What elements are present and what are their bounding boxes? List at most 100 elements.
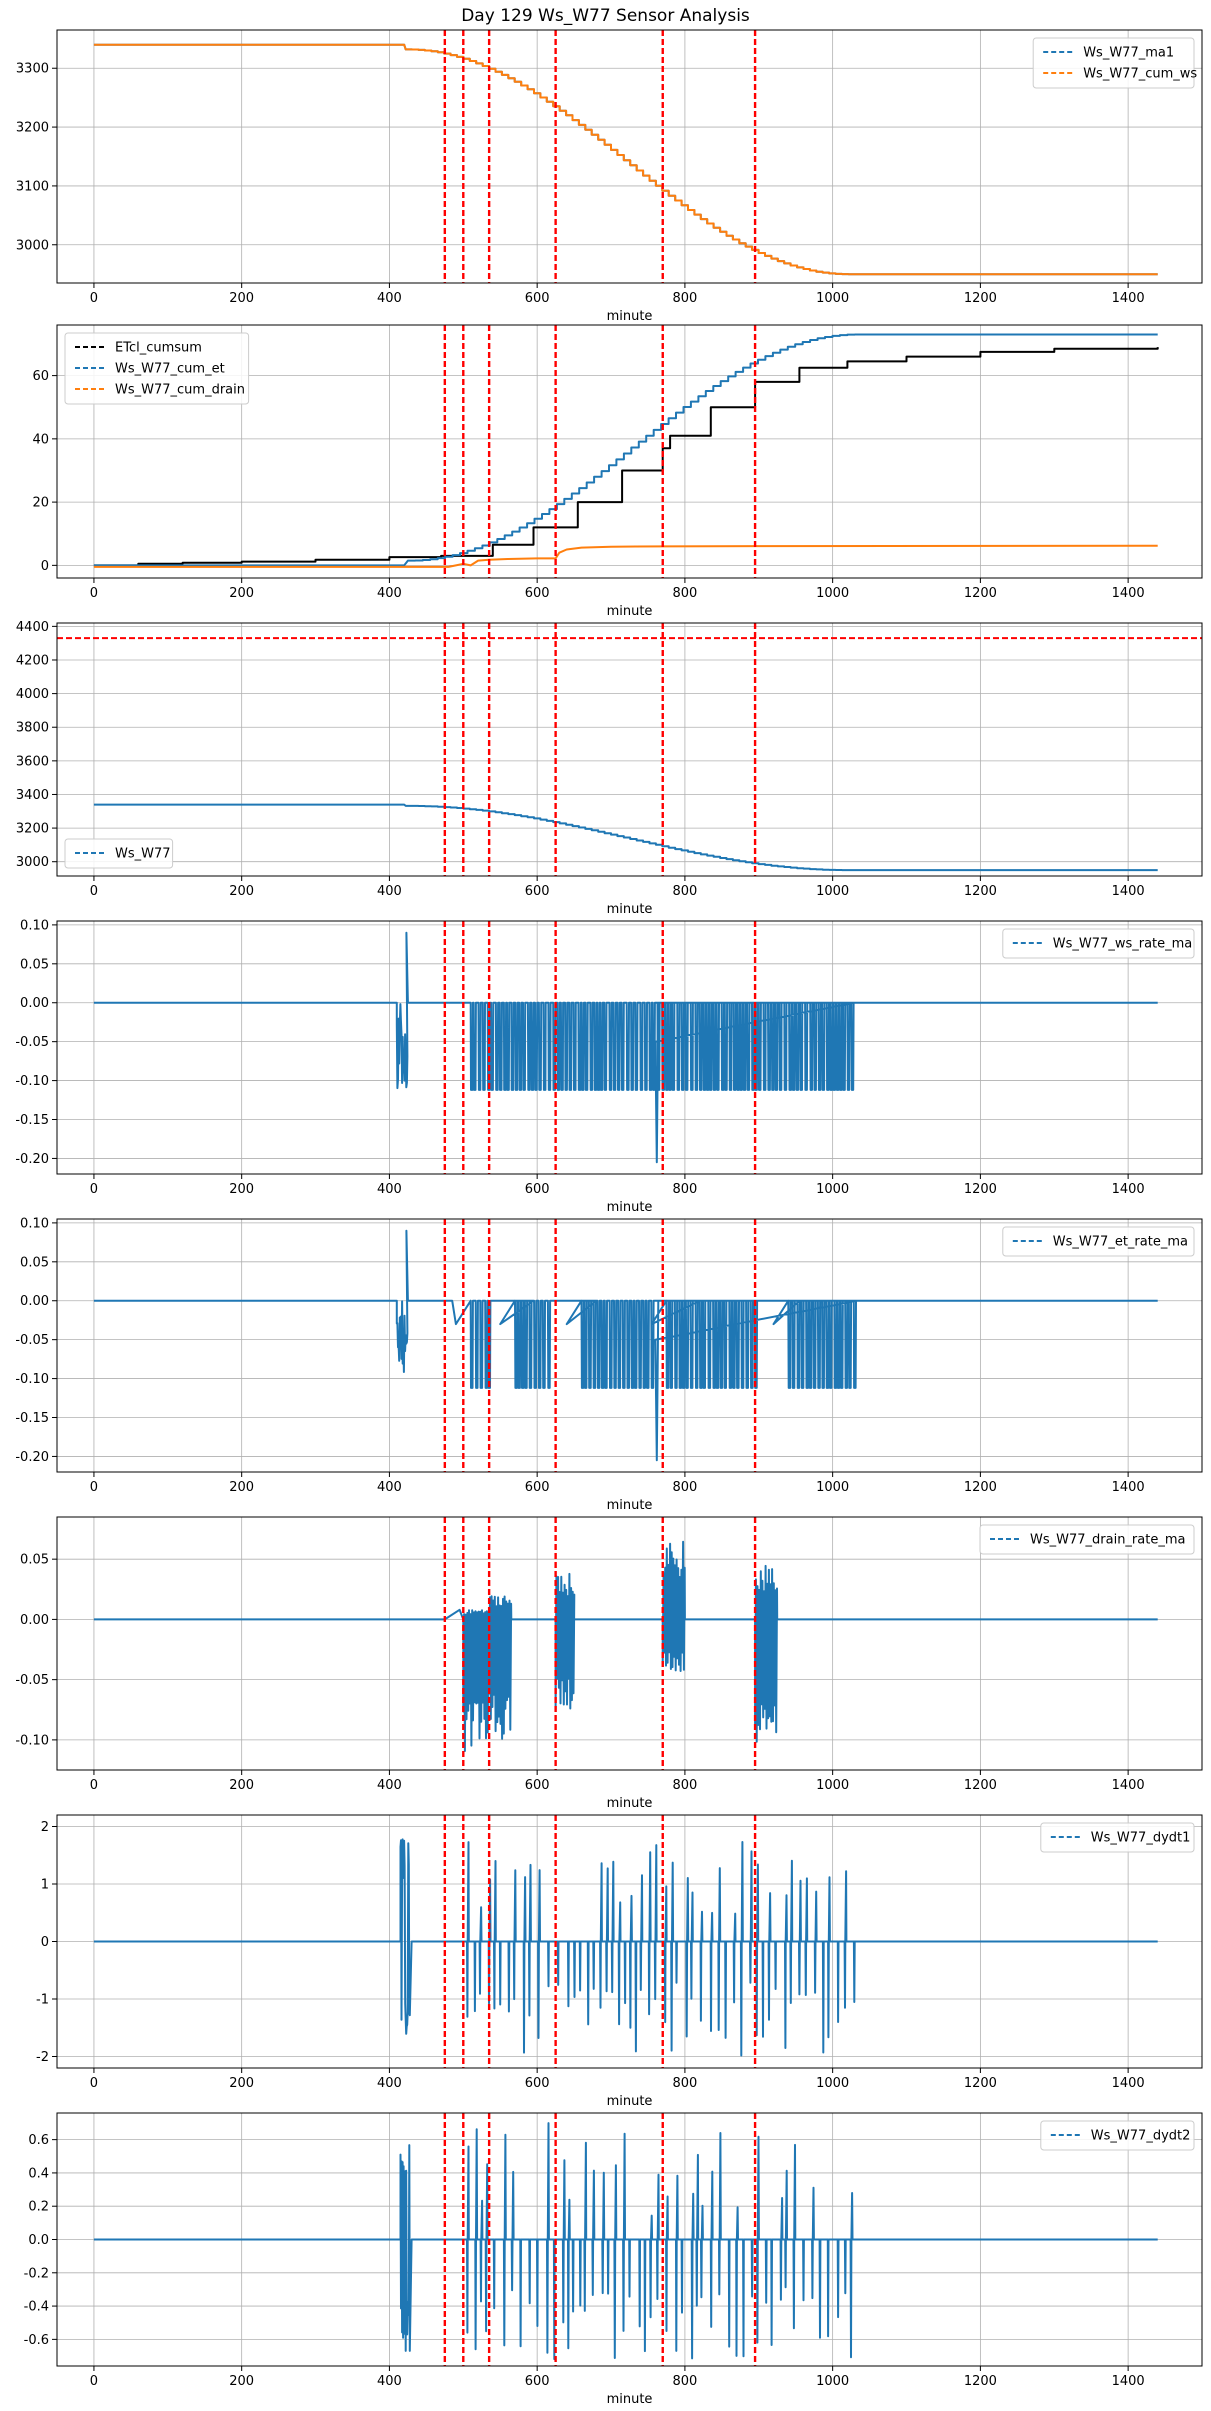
x-tick-label: 0 <box>90 1778 98 1793</box>
chart-panel-1: 0 200 400 600 800 1000 1200 1400 3000 3100 3200 330… <box>16 29 1203 324</box>
y-tick-label: 60 <box>32 369 49 384</box>
y-tick-label: -0.4 <box>24 2300 49 2315</box>
x-tick-label: 800 <box>672 291 697 306</box>
legend-label: Ws_W77_dydt1 <box>1091 1831 1191 1846</box>
series-line-Ws_W77_cum_ws <box>93 43 1158 276</box>
x-tick-label: 1200 <box>964 2076 997 2091</box>
x-tick-label: 1400 <box>1112 291 1145 306</box>
x-tick-label: 600 <box>525 291 550 306</box>
y-tick-label: 0.00 <box>20 1294 49 1309</box>
y-tick-label: 0.00 <box>20 996 49 1011</box>
y-tick-label: -0.05 <box>15 1673 49 1688</box>
series-line-Ws_W77_dydt1 <box>93 1838 1158 2057</box>
y-tick-label: -0.15 <box>15 1113 49 1128</box>
y-tick-label: 4000 <box>16 687 49 702</box>
x-tick-label: 0 <box>90 2076 98 2091</box>
x-tick-label: 1000 <box>816 291 849 306</box>
x-axis-label: minute <box>607 1796 653 1811</box>
x-tick-label: 400 <box>377 1778 402 1793</box>
x-tick-label: 200 <box>229 1778 254 1793</box>
x-tick-label: 1400 <box>1112 1182 1145 1197</box>
y-tick-label: -0.15 <box>15 1411 49 1426</box>
y-tick-label: 3100 <box>16 179 49 194</box>
x-tick-label: 400 <box>377 291 402 306</box>
series-line-Ws_W77_cum_et <box>93 333 1158 567</box>
chart-panel-2: 0 200 400 600 800 1000 1200 1400 0 20 40 60 minute ET… <box>32 324 1203 619</box>
x-axis-label: minute <box>607 1200 653 1215</box>
x-tick-label: 600 <box>525 2374 550 2389</box>
x-axis-label: minute <box>607 604 653 619</box>
x-tick-label: 1400 <box>1112 1778 1145 1793</box>
legend-label: Ws_W77_dydt2 <box>1091 2129 1191 2144</box>
x-tick-label: 0 <box>90 586 98 601</box>
series-line-Ws_W77_cum_drain <box>93 544 1158 568</box>
y-tick-label: -0.10 <box>15 1733 49 1748</box>
x-tick-label: 800 <box>672 1778 697 1793</box>
legend-box <box>1040 1822 1195 1853</box>
legend: Ws_W77_dydt2 <box>1040 2120 1195 2151</box>
legend: Ws_W77_drain_rate_ma <box>979 1524 1195 1555</box>
x-axis-label: minute <box>607 2094 653 2109</box>
x-tick-label: 1000 <box>816 884 849 899</box>
legend-box <box>64 332 250 405</box>
y-tick-label: 0.05 <box>20 957 49 972</box>
legend-label: Ws_W77 <box>115 847 171 862</box>
y-tick-label: 4400 <box>16 620 49 635</box>
x-tick-label: 1000 <box>816 1182 849 1197</box>
y-tick-label: 0.0 <box>28 2233 49 2248</box>
x-tick-label: 600 <box>525 1480 550 1495</box>
x-tick-label: 1000 <box>816 2076 849 2091</box>
x-tick-label: 1400 <box>1112 2374 1145 2389</box>
x-tick-label: 1200 <box>964 1480 997 1495</box>
chart-panel-3: 0 200 400 600 800 1000 1200 1400 3000 3200 3400 360… <box>16 620 1203 917</box>
axes-frame <box>56 622 1203 877</box>
legend-label: Ws_W77_ws_rate_ma <box>1053 937 1192 952</box>
series-line-Ws_W77_drain_rate_ma <box>93 1540 1158 1752</box>
y-tick-label: 0.05 <box>20 1553 49 1568</box>
x-tick-label: 200 <box>229 2076 254 2091</box>
x-tick-label: 400 <box>377 586 402 601</box>
x-tick-label: 1000 <box>816 2374 849 2389</box>
series-line-Ws_W77_dydt2 <box>93 2122 1158 2361</box>
axes-frame <box>56 920 1203 1175</box>
axes-frame <box>56 324 1203 579</box>
x-tick-label: 200 <box>229 291 254 306</box>
chart-panel-6: 0 200 400 600 800 1000 1200 1400 -0.10 -0.05 0.00 0… <box>15 1516 1203 1811</box>
y-tick-label: -0.2 <box>24 2266 49 2281</box>
x-axis-label: minute <box>607 1498 653 1513</box>
x-tick-label: 800 <box>672 1480 697 1495</box>
x-tick-label: 200 <box>229 586 254 601</box>
legend-box <box>64 838 174 869</box>
y-tick-label: 0.6 <box>28 2133 49 2148</box>
legend-box <box>1032 37 1195 89</box>
legend: Ws_W77_ws_rate_ma <box>1002 928 1195 959</box>
legend-label: Ws_W77_drain_rate_ma <box>1030 1533 1185 1548</box>
y-tick-label: 1 <box>41 1878 49 1893</box>
y-tick-label: 0.00 <box>20 1613 49 1628</box>
axes-frame <box>56 1218 1203 1473</box>
legend-box <box>1040 2120 1195 2151</box>
x-tick-label: 200 <box>229 884 254 899</box>
legend: Ws_W77_et_rate_ma <box>1002 1226 1195 1257</box>
series-line-Ws_W77_et_rate_ma <box>93 1229 1158 1462</box>
x-tick-label: 400 <box>377 884 402 899</box>
x-tick-label: 1000 <box>816 1778 849 1793</box>
chart-panel-4: 0 200 400 600 800 1000 1200 1400 -0.20 -0.15 -0.10… <box>15 918 1203 1215</box>
x-tick-label: 800 <box>672 586 697 601</box>
y-tick-label: -0.10 <box>15 1372 49 1387</box>
x-axis-label: minute <box>607 2392 653 2407</box>
x-tick-label: 0 <box>90 291 98 306</box>
x-tick-label: 800 <box>672 1182 697 1197</box>
x-tick-label: 1200 <box>964 884 997 899</box>
y-tick-label: 3200 <box>16 121 49 136</box>
y-tick-label: 0.10 <box>20 1216 49 1231</box>
legend-label: Ws_W77_cum_et <box>115 362 225 377</box>
series-line-ETcl_cumsum <box>93 347 1159 567</box>
y-tick-label: -1 <box>36 1993 49 2008</box>
axes-frame <box>56 1516 1203 1771</box>
chart-panel-7: 0 200 400 600 800 1000 1200 1400 -2 -1 0 1 2 minute Ws… <box>36 1814 1203 2109</box>
legend-label: Ws_W77_cum_ws <box>1083 67 1197 82</box>
x-tick-label: 400 <box>377 2374 402 2389</box>
x-tick-label: 1200 <box>964 291 997 306</box>
